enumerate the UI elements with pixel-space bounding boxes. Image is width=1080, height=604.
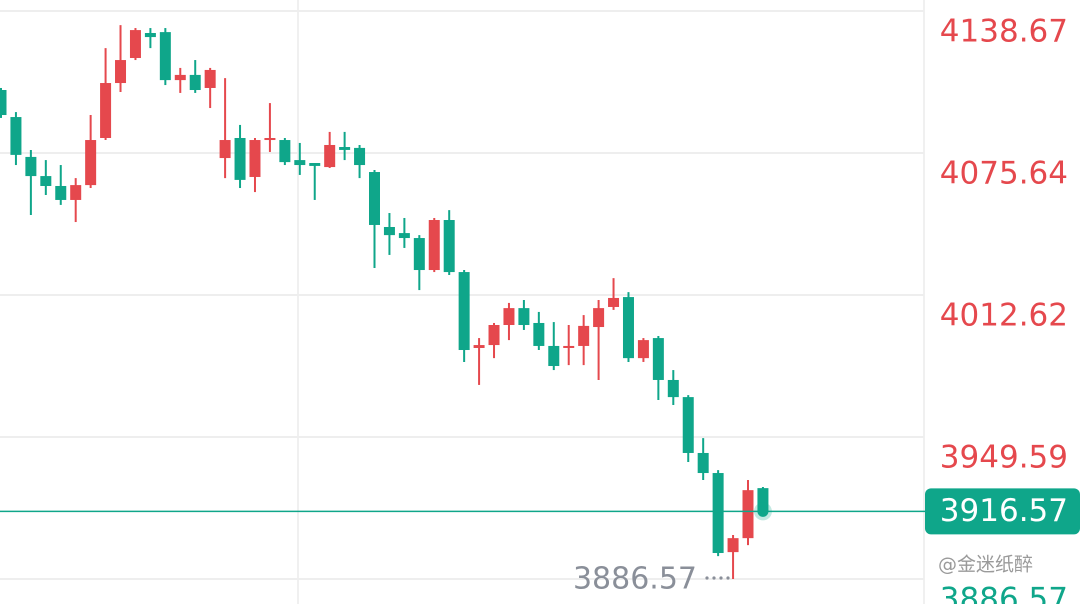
y-tick-label: 3949.59 bbox=[940, 440, 1068, 476]
candle-body bbox=[383, 226, 395, 236]
candle-body bbox=[518, 308, 530, 326]
candle-body bbox=[219, 140, 231, 159]
candle-body bbox=[174, 74, 186, 81]
candle-body bbox=[10, 117, 22, 155]
last-price-dot bbox=[757, 505, 769, 517]
candle-body bbox=[264, 137, 276, 141]
candle-body bbox=[339, 147, 351, 150]
candle-body bbox=[473, 345, 485, 348]
y-tick-label: 3886.57 bbox=[940, 581, 1068, 604]
candle-body bbox=[742, 490, 754, 539]
candle-body bbox=[652, 338, 664, 380]
candle-body bbox=[443, 220, 455, 273]
candle-body bbox=[488, 325, 500, 346]
candle-body bbox=[144, 33, 156, 38]
candle-body bbox=[279, 140, 291, 163]
candle-body bbox=[189, 74, 201, 91]
candle-body bbox=[159, 32, 171, 81]
candle-body bbox=[55, 185, 67, 200]
candle-body bbox=[727, 538, 739, 553]
candle-body bbox=[234, 137, 246, 180]
candle-body bbox=[458, 272, 470, 351]
candles bbox=[0, 25, 769, 579]
low-dots bbox=[705, 576, 730, 580]
overlay: 3916.57 bbox=[0, 488, 1080, 535]
candle-body bbox=[637, 340, 649, 359]
candle-body bbox=[40, 176, 52, 186]
dot bbox=[726, 576, 730, 580]
y-tick-label: 4075.64 bbox=[940, 156, 1068, 192]
candle-body bbox=[533, 322, 545, 346]
candle-body bbox=[413, 238, 425, 271]
candle-body bbox=[593, 308, 605, 328]
candle-body bbox=[608, 297, 620, 307]
candle-body bbox=[398, 233, 410, 239]
last-price-label: 3916.57 bbox=[940, 493, 1068, 529]
candle-body bbox=[70, 185, 82, 200]
last-price-box bbox=[925, 488, 1080, 535]
candle-body bbox=[712, 473, 724, 554]
candle-body bbox=[757, 488, 769, 512]
watermark: @金迷纸醉 bbox=[938, 554, 1033, 576]
candle-body bbox=[369, 172, 380, 225]
candle-body bbox=[204, 69, 216, 88]
candle-body bbox=[428, 220, 440, 271]
dot bbox=[719, 576, 723, 580]
candle-body bbox=[85, 140, 97, 186]
dot bbox=[712, 576, 716, 580]
candle-body bbox=[249, 140, 261, 177]
candle-body bbox=[294, 160, 306, 166]
candle-body bbox=[622, 297, 634, 359]
candle-body bbox=[578, 325, 590, 346]
candle-body bbox=[682, 397, 694, 453]
y-tick-label: 4012.62 bbox=[940, 297, 1068, 333]
candle-body bbox=[503, 308, 515, 326]
grid: 4138.67 4075.64 4012.62 3949.59 3886.57 bbox=[0, 9, 1068, 604]
candle-body bbox=[25, 156, 37, 177]
candle-body bbox=[324, 144, 336, 168]
y-tick-label: 4138.67 bbox=[940, 13, 1068, 49]
candle-body bbox=[548, 345, 560, 367]
candle-body bbox=[129, 30, 141, 59]
low-annotation: 3886.57 bbox=[573, 562, 697, 597]
candle-body bbox=[100, 83, 112, 138]
candle-body bbox=[309, 163, 321, 166]
candle-body bbox=[697, 452, 709, 474]
candle-body bbox=[0, 90, 7, 116]
candle-body bbox=[354, 147, 366, 166]
candle-body bbox=[563, 345, 575, 348]
dot bbox=[705, 576, 709, 580]
candle-body bbox=[667, 379, 679, 398]
candle-body bbox=[115, 60, 127, 84]
